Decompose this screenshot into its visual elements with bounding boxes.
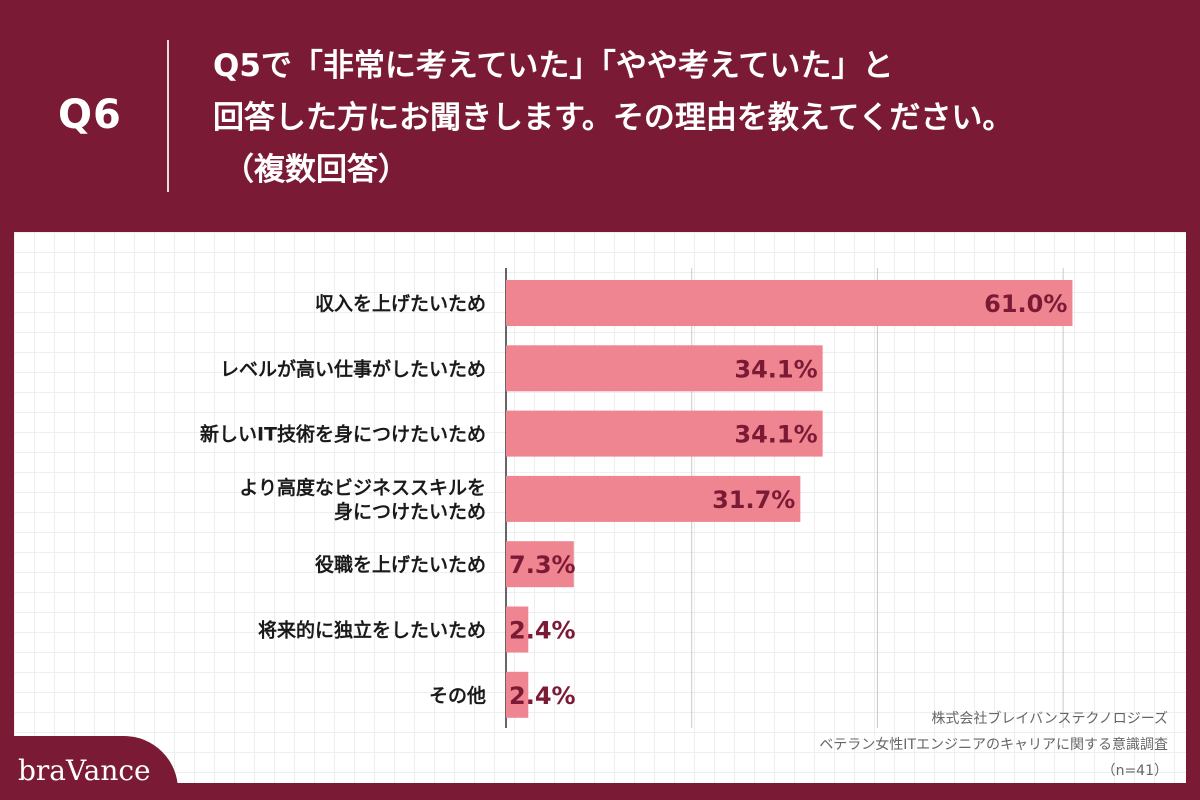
category-label: 身につけたいため [334, 500, 486, 523]
category-label: 収入を上げたいため [315, 293, 486, 315]
bar [506, 345, 823, 392]
bar [506, 280, 1073, 326]
data-label: 31.7% [712, 486, 795, 514]
header-divider [167, 40, 169, 192]
category-label: 将来的に独立をしたいため [258, 619, 486, 642]
source-company: 株式会社ブレイバンステクノロジーズ [931, 711, 1168, 727]
bar [506, 475, 801, 522]
question-header: Q6 Q5で「非常に考えていた」「やや考えていた」と 回答した方にお聞きします。… [0, 0, 1200, 230]
category-label: 新しいIT技術を身につけたいため [200, 423, 486, 446]
question-number: Q6 [58, 92, 122, 138]
category-label: より高度なビジネススキルを [239, 476, 486, 499]
category-label: 役職を上げたいため [315, 553, 486, 576]
bar [506, 671, 529, 718]
bar [506, 410, 823, 457]
data-label: 61.0% [984, 290, 1067, 318]
source-sample-size: （n=41） [1101, 763, 1168, 779]
category-label: レベルが高い仕事がしたいため [220, 357, 486, 380]
data-label: 34.1% [734, 355, 817, 383]
category-label: その他 [429, 684, 486, 707]
data-label: 34.1% [734, 421, 817, 449]
brand-tab: braVance [0, 736, 178, 800]
question-line-3: （複数回答） [223, 152, 409, 188]
question-line-2: 回答した方にお聞きします。その理由を教えてください。 [213, 100, 1014, 136]
brand-logo: braVance [18, 754, 151, 787]
data-label: 2.4% [509, 682, 576, 710]
source-survey: ベテラン女性ITエンジニアのキャリアに関する意識調査 [819, 737, 1168, 753]
data-label: 7.3% [509, 551, 576, 579]
question-text: Q5で「非常に考えていた」「やや考えていた」と 回答した方にお聞きします。その理… [213, 40, 1013, 196]
data-label: 2.4% [509, 617, 576, 645]
question-line-1: Q5で「非常に考えていた」「やや考えていた」と [213, 48, 894, 84]
bar [506, 541, 574, 588]
bar [506, 606, 529, 653]
source-note: 株式会社ブレイバンステクノロジーズ ベテラン女性ITエンジニアのキャリアに関する… [819, 706, 1168, 784]
